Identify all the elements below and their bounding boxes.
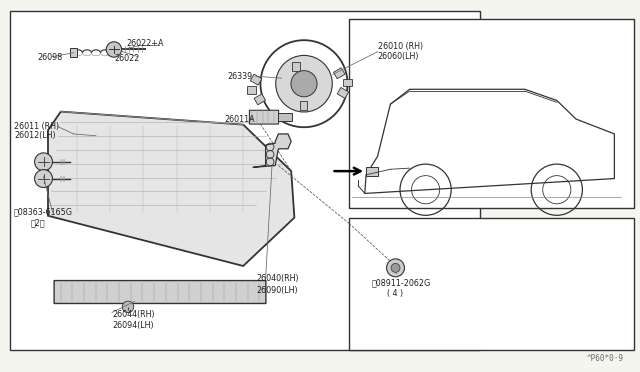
Bar [278, 113, 292, 121]
Text: Ⓞ08911-2062G: Ⓞ08911-2062G [371, 278, 431, 287]
Text: 26012(LH): 26012(LH) [14, 131, 56, 140]
Bar [366, 167, 378, 176]
Text: （2）: （2） [31, 219, 45, 228]
Circle shape [122, 301, 134, 312]
Text: 26044(RH): 26044(RH) [112, 310, 155, 319]
Bar [10, 11, 480, 350]
Text: 26339: 26339 [227, 72, 252, 81]
Text: ^P60*0·9: ^P60*0·9 [587, 354, 624, 363]
Bar [349, 19, 634, 208]
Bar [333, 68, 345, 79]
Bar [292, 62, 300, 71]
Text: 26022+A: 26022+A [127, 39, 164, 48]
Text: 26040(RH): 26040(RH) [256, 275, 299, 283]
FancyBboxPatch shape [250, 110, 278, 124]
Bar [70, 48, 77, 57]
Bar [254, 94, 266, 105]
Text: 26060(LH): 26060(LH) [378, 52, 419, 61]
Text: 26022: 26022 [114, 54, 140, 63]
FancyBboxPatch shape [54, 280, 266, 304]
Text: ( 4 ): ( 4 ) [387, 289, 403, 298]
Bar [349, 218, 634, 350]
Text: 26098: 26098 [37, 53, 62, 62]
Circle shape [276, 55, 332, 112]
Circle shape [391, 263, 400, 272]
Bar [337, 87, 349, 98]
Circle shape [387, 259, 404, 277]
Circle shape [106, 42, 122, 57]
Bar [247, 86, 256, 94]
Circle shape [291, 71, 317, 97]
Circle shape [35, 170, 52, 187]
Bar [343, 79, 352, 86]
Polygon shape [253, 134, 291, 167]
Text: 26094(LH): 26094(LH) [112, 321, 154, 330]
Circle shape [35, 153, 52, 171]
Bar [300, 102, 307, 110]
Text: Ⓜ08363-6165G: Ⓜ08363-6165G [14, 208, 73, 217]
Text: 26010 (RH): 26010 (RH) [378, 42, 423, 51]
Text: 26011 (RH): 26011 (RH) [14, 122, 60, 131]
Text: 26090(LH): 26090(LH) [256, 286, 298, 295]
Bar [250, 74, 262, 85]
Text: 26011A: 26011A [224, 115, 255, 124]
Polygon shape [48, 112, 294, 266]
